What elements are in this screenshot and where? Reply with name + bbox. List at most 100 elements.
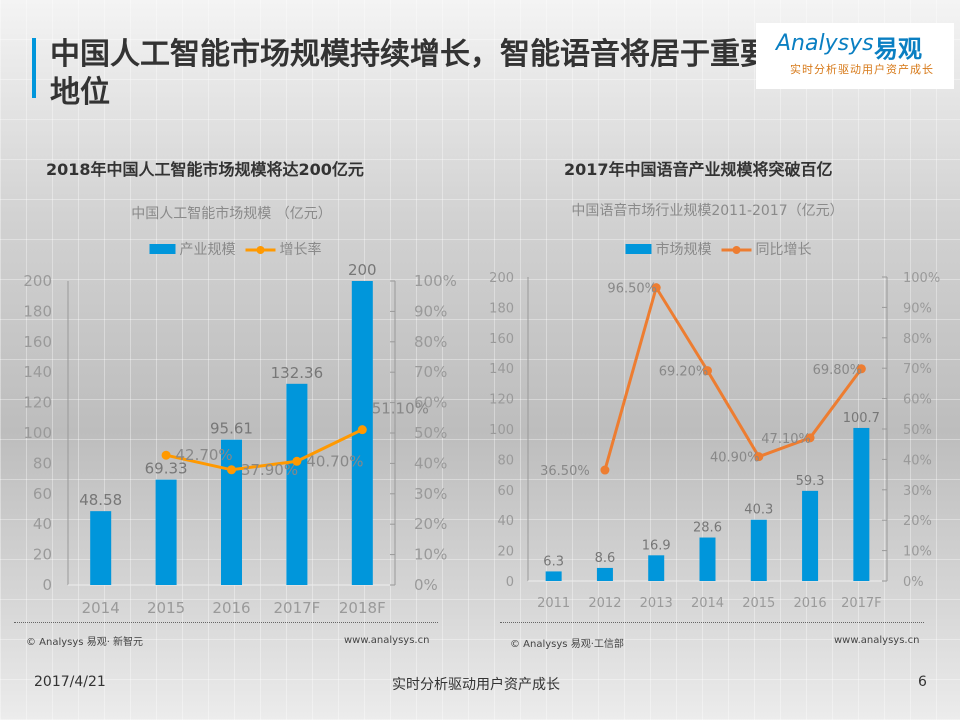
left-url: www.analysys.cn xyxy=(344,635,430,646)
chart-0-growth-point xyxy=(227,465,236,475)
chart-0-legend-line-label: 增长率 xyxy=(280,241,322,258)
chart-0-bar xyxy=(221,439,242,585)
chart-0-y-tick: 160 xyxy=(23,333,52,351)
chart-1-x-tick: 2014 xyxy=(691,596,724,611)
chart-0-growth-point xyxy=(357,425,367,435)
chart-1-y2-tick: 50% xyxy=(903,423,932,438)
chart-1-y-tick: 20 xyxy=(497,545,514,560)
chart-0-x-tick: 2015 xyxy=(147,599,185,617)
chart-1-y2-tick: 0% xyxy=(903,575,924,590)
chart-1-growth-point xyxy=(754,452,764,462)
page-number: 6 xyxy=(918,674,927,690)
chart-1-growth-label: 96.50% xyxy=(607,282,657,297)
chart-1-y-tick: 60 xyxy=(497,484,514,499)
chart-1-bar xyxy=(648,555,665,581)
chart-0-growth-point xyxy=(292,456,302,466)
chart-0-y-tick: 100 xyxy=(23,424,52,442)
chart-0-growth-line xyxy=(165,428,363,472)
chart-1-y-tick: 0 xyxy=(506,575,514,590)
chart-1-y-tick: 160 xyxy=(489,332,514,347)
chart-0-growth-point xyxy=(161,450,171,460)
chart-1-growth-label: 36.50% xyxy=(540,464,590,479)
chart-1-y-tick: 140 xyxy=(489,362,514,377)
chart-0-y2-tick: 60% xyxy=(414,394,447,412)
chart-1-bar xyxy=(802,490,819,581)
chart-0-y-tick: 140 xyxy=(23,363,52,381)
chart-1-y-tick: 180 xyxy=(489,301,514,316)
chart-1-growth-point xyxy=(703,366,712,376)
chart-1-x-tick: 2015 xyxy=(742,596,775,611)
chart-1-y2-tick: 70% xyxy=(903,362,932,377)
chart-0-bar xyxy=(90,511,112,585)
chart-1-y-tick: 100 xyxy=(489,423,514,438)
footer-slogan: 实时分析驱动用户资产成长 xyxy=(392,677,560,693)
chart-1-growth-point xyxy=(600,465,610,475)
chart-0-title: 中国人工智能市场规模 （亿元） xyxy=(131,205,331,222)
analysys-logo: Analysys 易观 实时分析驱动用户资产成长 xyxy=(756,23,954,89)
chart-0-x-tick: 2014 xyxy=(82,599,120,617)
chart-1-growth-label: 40.90% xyxy=(710,451,760,466)
chart-1-growth-point xyxy=(856,364,866,374)
chart-1-y2-tick: 90% xyxy=(903,301,932,316)
chart-1-bar-label: 6.3 xyxy=(543,554,564,569)
chart-0-x-tick: 2017F xyxy=(273,599,320,617)
chart-1-x-tick: 2013 xyxy=(640,596,673,611)
chart-0-x-tick: 2018F xyxy=(339,599,386,617)
chart-1-legend-line-label: 同比增长 xyxy=(756,242,812,258)
chart-1-x-tick: 2017F xyxy=(841,596,882,611)
chart-0-growth-label: 51.10% xyxy=(372,400,429,418)
logo-slogan: 实时分析驱动用户资产成长 xyxy=(790,63,934,76)
chart-1-y2-tick: 10% xyxy=(903,545,932,560)
right-source: © Analysys 易观·工信部 xyxy=(510,639,624,650)
chart-1-y-tick: 40 xyxy=(497,514,514,529)
chart-1-growth-line xyxy=(603,283,863,471)
chart-1-bar-label: 16.9 xyxy=(642,538,671,553)
chart-1-x-tick: 2016 xyxy=(794,596,827,611)
chart-1-growth-point xyxy=(651,283,661,293)
chart-0-bar-label: 48.58 xyxy=(79,491,122,509)
chart-1-growth-point xyxy=(805,433,815,443)
chart-0-y-tick: 40 xyxy=(33,515,52,533)
left-source: © Analysys 易观· 新智元 xyxy=(26,637,144,648)
chart-0-y2-tick: 80% xyxy=(414,333,447,351)
chart-0-bar xyxy=(286,383,308,585)
chart-0-growth-label: 40.70% xyxy=(306,452,363,470)
chart-1-growth-label: 47.10% xyxy=(761,432,811,447)
left-divider xyxy=(14,622,438,623)
chart-0-growth-label: 37.90% xyxy=(241,461,298,479)
logo-brand-en: Analysys xyxy=(776,31,874,56)
chart-1-y-tick: 120 xyxy=(489,393,514,408)
chart-1-legend-bar-swatch xyxy=(625,244,652,254)
chart-1-bar-label: 28.6 xyxy=(693,521,722,536)
chart-0-y2-tick: 100% xyxy=(414,272,457,290)
chart-0-bar-label: 95.61 xyxy=(210,420,253,438)
chart-0-y2-tick: 20% xyxy=(414,515,447,533)
chart-1-y2-tick: 80% xyxy=(903,332,932,347)
chart-1-x-tick: 2011 xyxy=(537,596,570,611)
chart-1-y2-tick: 30% xyxy=(903,484,932,499)
chart-1-growth-label: 69.20% xyxy=(659,365,709,380)
chart-1-y2-tick: 40% xyxy=(903,453,932,468)
chart-0-y-tick: 120 xyxy=(23,394,52,412)
chart-0-y2-tick: 90% xyxy=(414,302,447,320)
chart-1-growth-label: 69.80% xyxy=(813,363,863,378)
chart-0-y-tick: 60 xyxy=(33,485,52,503)
chart-1-bar-label: 100.7 xyxy=(843,411,880,426)
chart-1-bar-label: 40.3 xyxy=(744,503,773,518)
chart-0-y-tick: 200 xyxy=(23,272,52,290)
chart-0-y2-tick: 30% xyxy=(414,485,447,503)
chart-1-bar xyxy=(750,519,767,581)
chart-0-y2-tick: 10% xyxy=(414,546,447,564)
chart-0-growth-label: 42.70% xyxy=(175,446,232,464)
chart-1-y2-tick: 60% xyxy=(903,393,932,408)
footer-date: 2017/4/21 xyxy=(34,674,106,690)
chart-0-legend-line-marker xyxy=(256,246,265,254)
chart-1-bar xyxy=(853,427,870,581)
chart-1-bar-label: 59.3 xyxy=(796,474,825,489)
chart-0-y2-tick: 0% xyxy=(414,576,438,594)
chart-1-title: 中国语音市场行业规模2011-2017（亿元） xyxy=(571,202,843,219)
chart-0-x-tick: 2016 xyxy=(212,599,250,617)
chart-1-bar xyxy=(596,567,613,581)
title-accent-bar xyxy=(32,38,36,98)
